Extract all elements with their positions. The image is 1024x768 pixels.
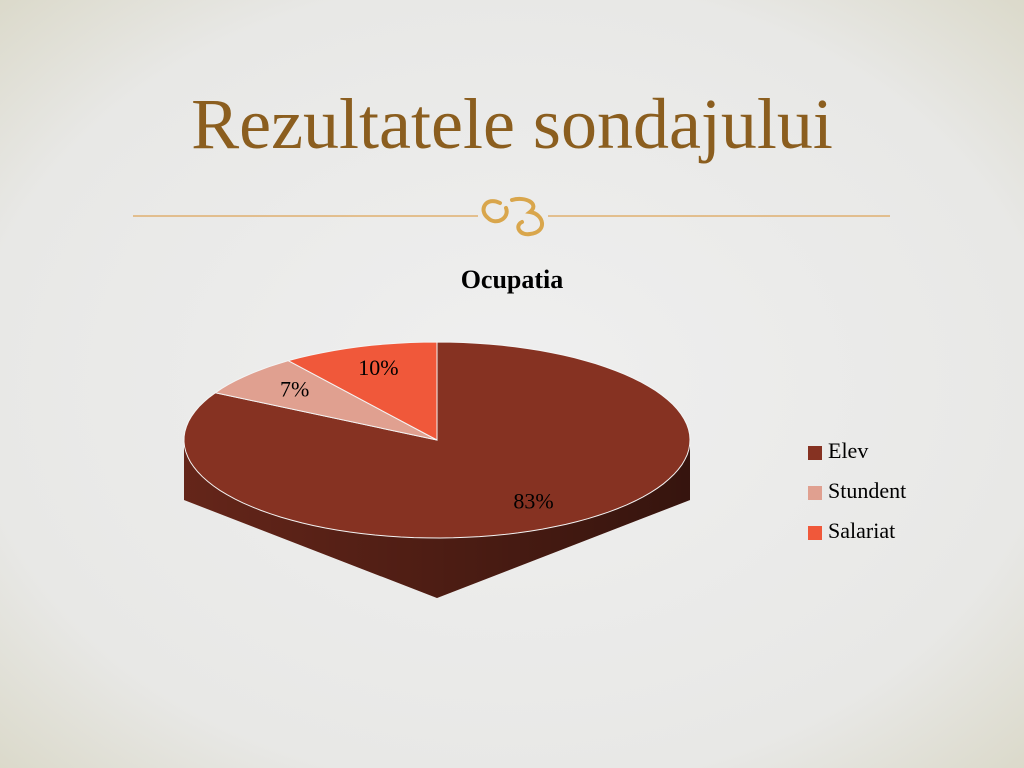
slide-title: Rezultatele sondajului (191, 84, 833, 164)
legend-swatch (808, 486, 822, 500)
ornament (481, 197, 544, 237)
legend-label: Elev (828, 438, 868, 463)
side-shade (184, 440, 690, 598)
legend-label: Stundent (828, 478, 906, 503)
slice (214, 360, 438, 441)
slice (286, 341, 438, 441)
pie: 83% 7% 10% (183, 341, 691, 598)
legend: Elev Stundent Salariat (808, 438, 906, 543)
data-label: 7% (280, 376, 309, 401)
legend-swatch (808, 526, 822, 540)
data-label: 83% (513, 488, 553, 513)
data-label: 10% (358, 355, 398, 380)
chart-title: Ocupatia (461, 265, 564, 294)
legend-label: Salariat (828, 518, 895, 543)
legend-swatch (808, 446, 822, 460)
